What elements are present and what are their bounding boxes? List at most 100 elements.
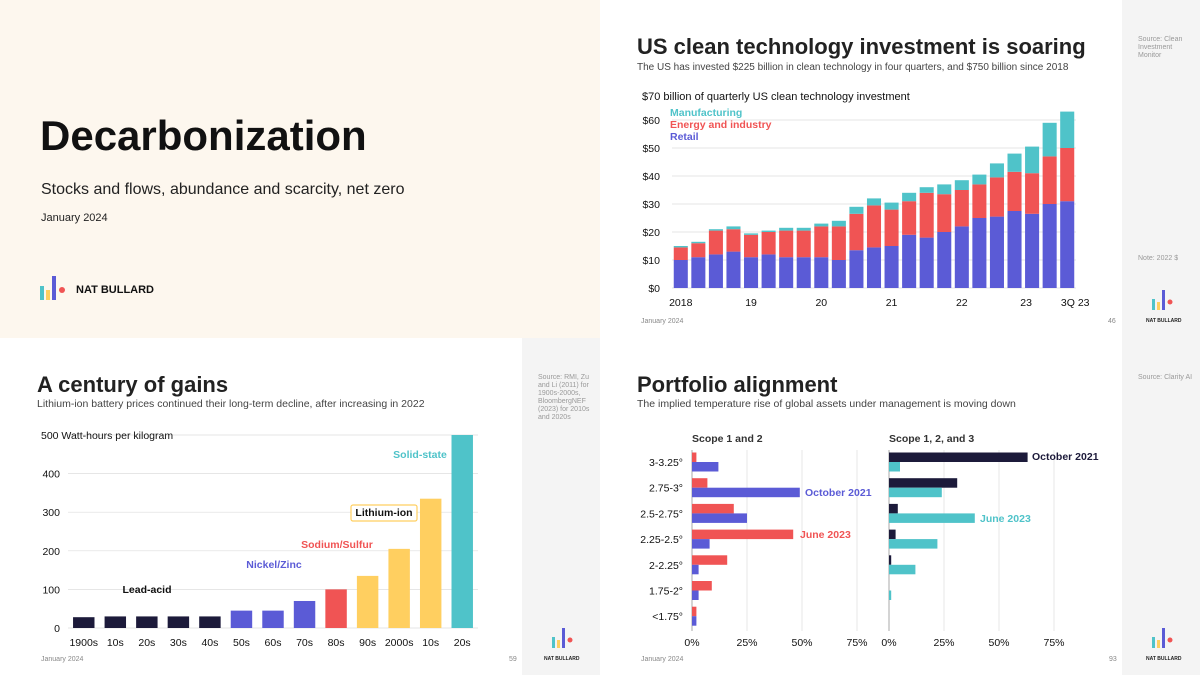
bar-manufacturing — [972, 174, 987, 185]
portfolio-bar-june-2023 — [692, 606, 697, 617]
x-tick-label: 80s — [328, 637, 345, 649]
cover-panel: Decarbonization Stocks and flows, abunda… — [0, 0, 600, 338]
portfolio-bar-october-2021 — [692, 513, 747, 523]
bar-manufacturing — [884, 202, 899, 210]
bar-energy-and-industry — [726, 229, 741, 252]
century-chart-title: 500 Watt-hours per kilogram — [41, 430, 173, 442]
bar-energy-and-industry — [831, 226, 846, 260]
portfolio-bar-october-2021 — [692, 590, 699, 600]
bar-energy-and-industry — [708, 230, 723, 255]
portfolio-bar-june-2023 — [692, 503, 734, 514]
row-label: 3-3.25° — [649, 457, 683, 469]
portfolio-bar-october-2021 — [889, 478, 958, 488]
bar-manufacturing — [989, 163, 1004, 178]
century-title: A century of gains — [37, 372, 229, 397]
bar-manufacturing — [796, 227, 811, 231]
portfolio-bar-october-2021 — [692, 616, 697, 626]
bar-retail — [1007, 211, 1022, 288]
portfolio-bar-october-2021 — [692, 539, 710, 549]
bar-retail — [796, 257, 811, 288]
portfolio-bar-june-2023 — [889, 513, 975, 523]
portfolio-bar-october-2021 — [889, 555, 892, 565]
bar-retail — [761, 254, 776, 288]
bar-manufacturing — [937, 184, 952, 195]
portfolio-footer-date: January 2024 — [641, 656, 684, 663]
bar-retail — [989, 216, 1004, 288]
bar-retail — [831, 260, 846, 288]
bar-energy-and-industry — [884, 209, 899, 246]
y-tick-label: $20 — [642, 227, 660, 239]
portfolio-brand: NAT BULLARD — [1146, 656, 1182, 662]
investment-note: Note: 2022 $ — [1138, 255, 1179, 262]
x-tick-label: 70s — [296, 637, 313, 649]
bar-manufacturing — [708, 229, 723, 231]
row-label: <1.75° — [652, 611, 683, 623]
x-tick-label: 50% — [988, 637, 1009, 649]
bar-retail — [779, 257, 794, 288]
bar-retail — [972, 218, 987, 288]
bar-retail — [1042, 204, 1057, 288]
century-bar — [104, 616, 127, 628]
bar-retail — [726, 251, 741, 288]
x-tick-label: 60s — [265, 637, 282, 649]
x-tick-label: 10s — [107, 637, 124, 649]
cover-subtitle: Stocks and flows, abundance and scarcity… — [41, 181, 405, 198]
cover-date: January 2024 — [41, 212, 108, 224]
bar-retail — [954, 226, 969, 288]
portfolio-bar-june-2023 — [889, 590, 892, 600]
y-tick-label: 300 — [42, 507, 60, 519]
bar-retail — [866, 247, 882, 288]
bar-manufacturing — [866, 198, 882, 206]
bar-retail — [1060, 201, 1075, 288]
y-tick-label: 0 — [54, 623, 60, 635]
lithium-label-box — [350, 504, 418, 522]
bar-energy-and-industry — [1042, 156, 1057, 204]
bar-energy-and-industry — [972, 184, 987, 218]
portfolio-bar-june-2023 — [889, 539, 938, 549]
portfolio-panel-title: Scope 1 and 2 — [692, 433, 763, 445]
cover-brand: NAT BULLARD — [76, 284, 155, 296]
x-tick-label: 0% — [684, 637, 699, 649]
century-bar — [451, 435, 473, 628]
x-tick-label: 75% — [1043, 637, 1064, 649]
century-bar — [388, 548, 410, 628]
bar-retail — [814, 257, 829, 288]
x-tick-label: 30s — [170, 637, 187, 649]
row-label: 2.25-2.5° — [640, 534, 683, 546]
row-label: 2.5-2.75° — [640, 508, 683, 520]
bar-retail — [902, 234, 917, 288]
y-tick-label: $0 — [648, 283, 660, 295]
bar-energy-and-industry — [954, 190, 969, 227]
brand-logo-icon — [552, 628, 573, 648]
portfolio-bar-october-2021 — [692, 462, 719, 472]
x-tick-label: 20 — [815, 297, 827, 309]
bar-energy-and-industry — [989, 177, 1004, 217]
bar-retail — [884, 246, 899, 288]
x-tick-label: 10s — [422, 637, 439, 649]
bar-energy-and-industry — [1060, 148, 1075, 202]
century-chart: 0 100 200 300 400 500 Watt-hours per kilogram… — [41, 430, 478, 649]
bar-energy-and-industry — [919, 192, 934, 238]
y-tick-label: 100 — [42, 584, 60, 596]
y-tick-label: 200 — [42, 546, 60, 558]
annotation-label: Lithium-ion — [355, 507, 412, 519]
row-label: 2.75-3° — [649, 483, 683, 495]
bar-energy-and-industry — [866, 205, 882, 248]
bar-manufacturing — [814, 223, 829, 227]
bar-manufacturing — [919, 187, 934, 193]
x-tick-label: 90s — [359, 637, 376, 649]
x-tick-label: 40s — [201, 637, 218, 649]
brand-logo-icon — [1152, 628, 1173, 648]
bar-manufacturing — [902, 192, 917, 202]
portfolio-subtitle: The implied temperature rise of global a… — [637, 398, 1016, 410]
series-label: June 2023 — [980, 513, 1031, 525]
x-tick-label: 25% — [933, 637, 954, 649]
bar-energy-and-industry — [814, 226, 829, 258]
portfolio-bar-june-2023 — [889, 462, 900, 472]
investment-title: US clean technology investment is soarin… — [637, 34, 1086, 59]
portfolio-bar-june-2023 — [692, 555, 728, 565]
portfolio-bar-june-2023 — [692, 529, 794, 540]
x-tick-label: 75% — [846, 637, 867, 649]
bar-energy-and-industry — [937, 194, 952, 232]
bar-energy-and-industry — [779, 230, 794, 258]
